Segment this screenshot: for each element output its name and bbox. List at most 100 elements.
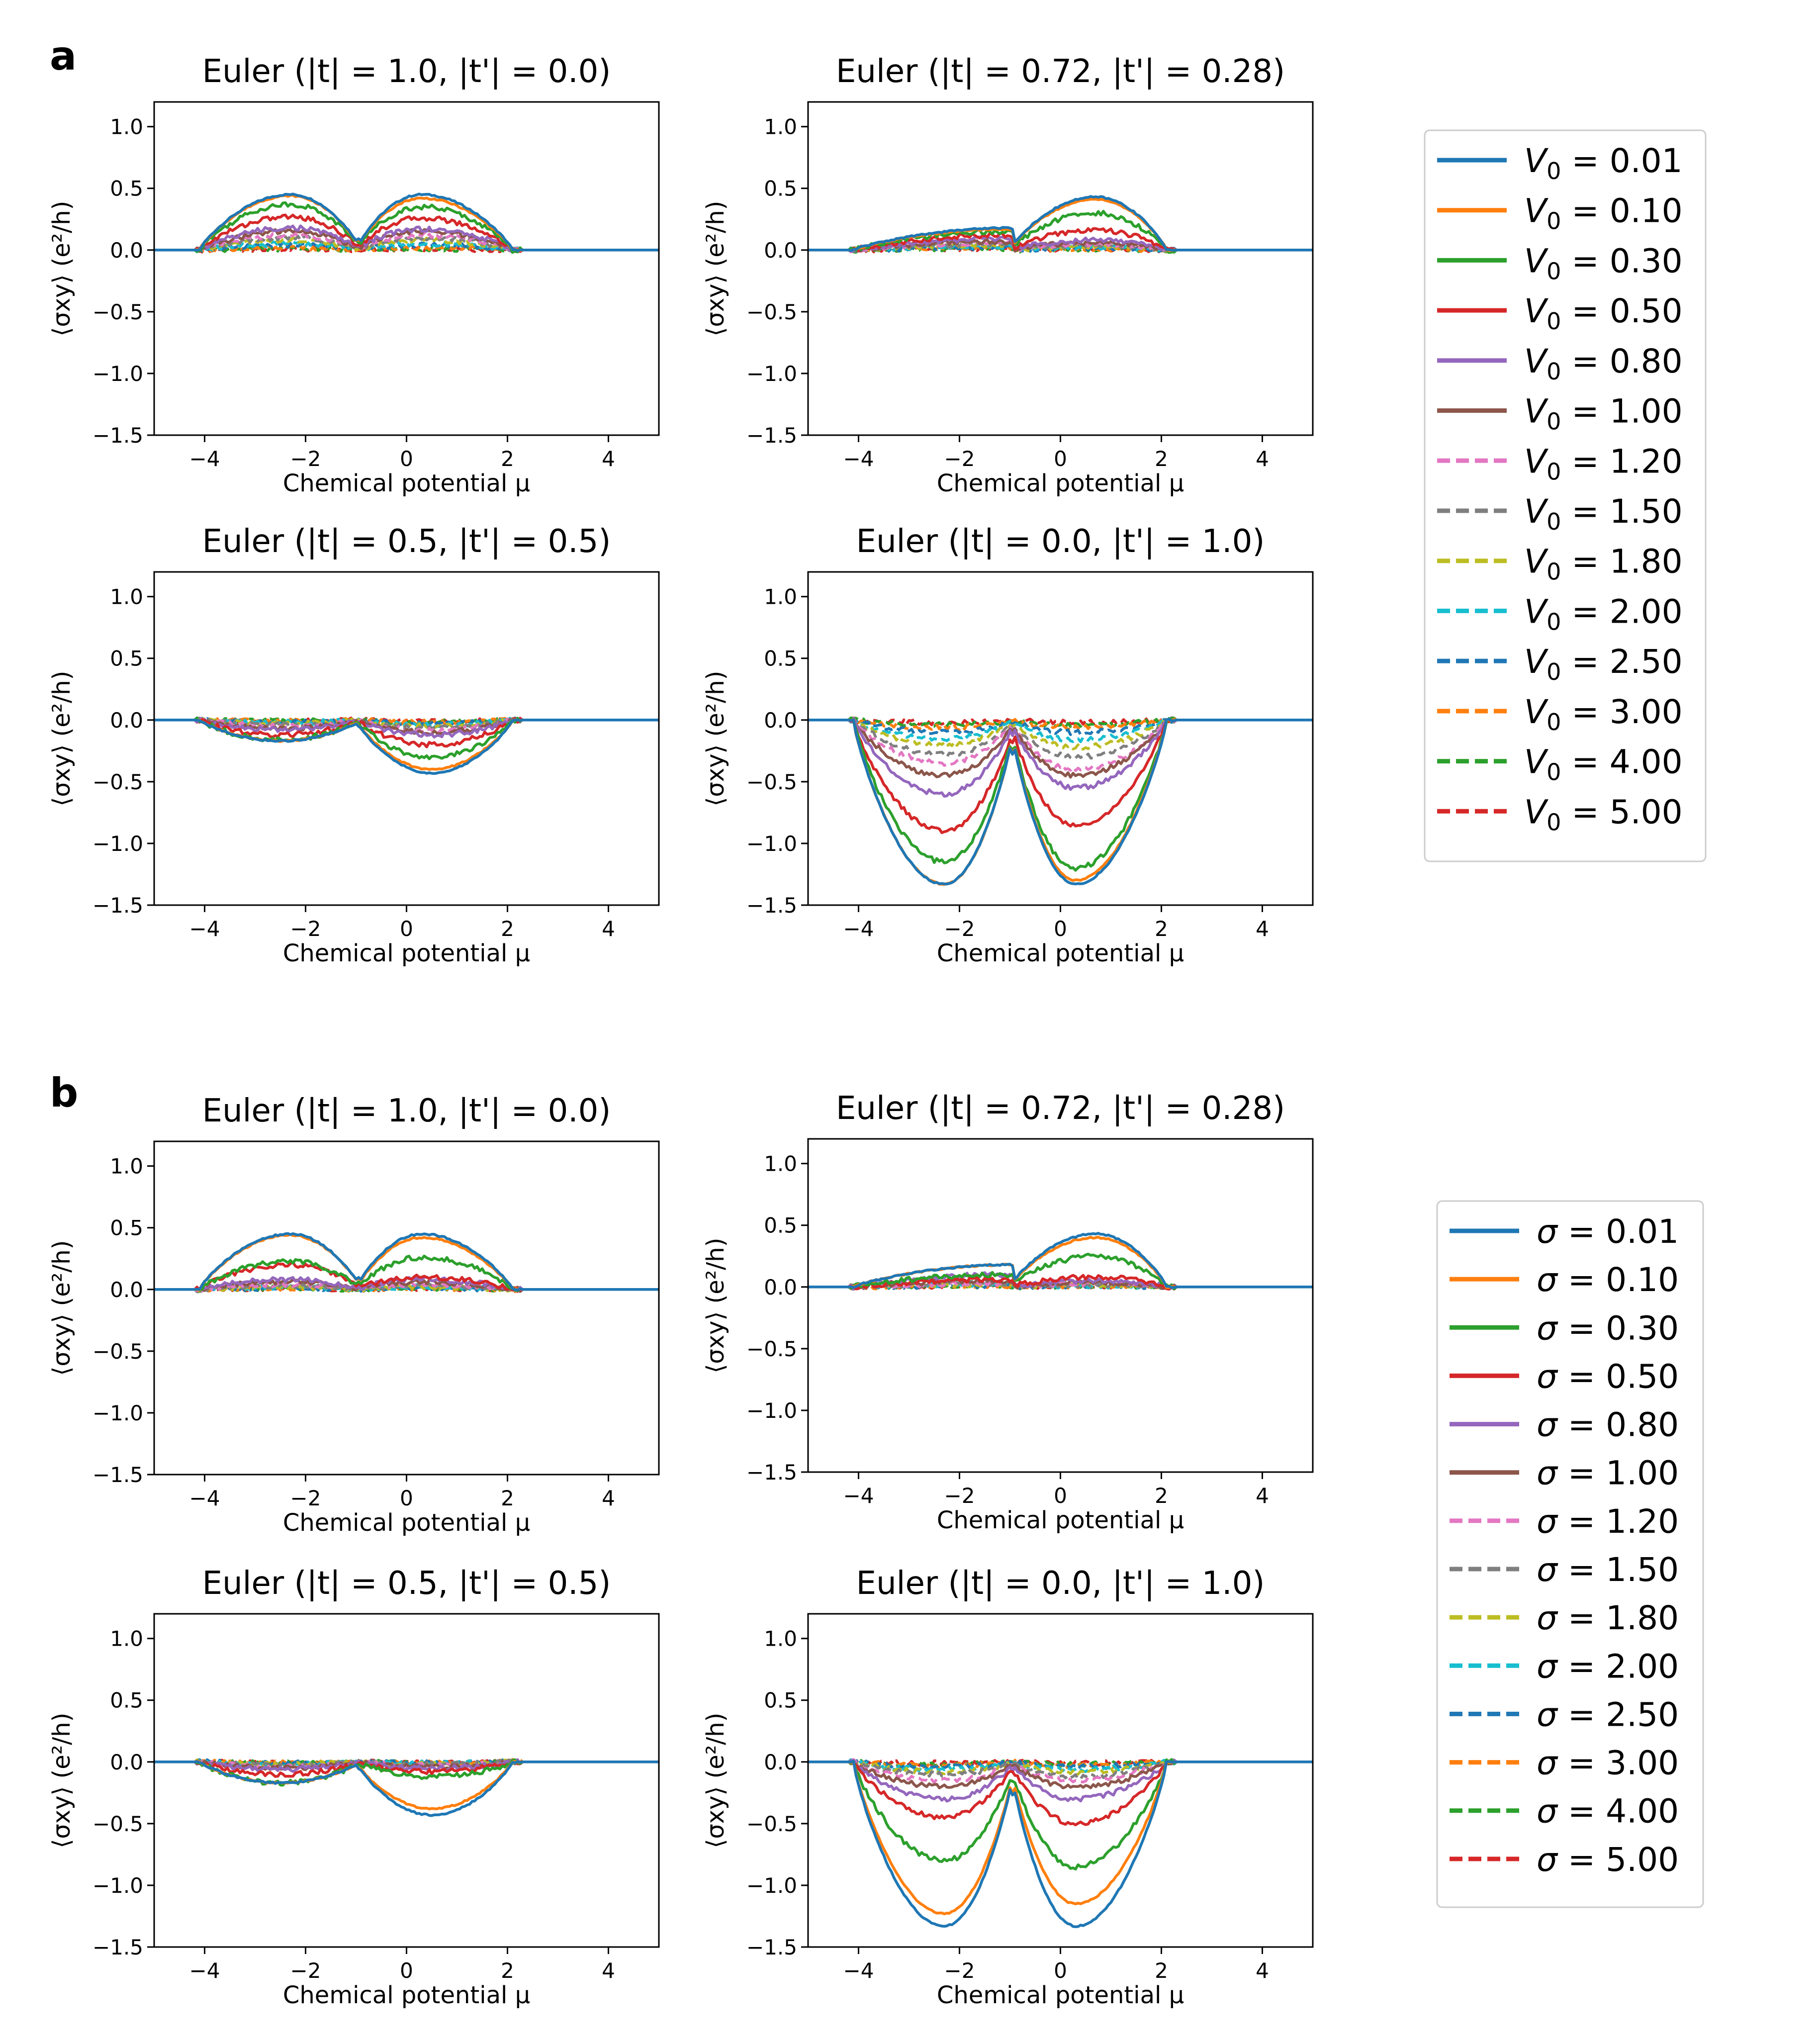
y-tick-label: −0.5 (746, 1812, 797, 1836)
y-tick-label: 0.0 (110, 238, 143, 263)
y-tick-label: 1.0 (110, 1627, 143, 1651)
x-axis-label: Chemical potential μ (937, 939, 1184, 967)
series-line-1 (154, 718, 659, 775)
legend-entry: σ = 0.10 (1537, 1261, 1679, 1299)
x-tick-label: 2 (1155, 917, 1168, 941)
y-axis-label: ⟨σxy⟩ (e²/h) (702, 201, 729, 337)
x-tick-label: 2 (501, 447, 514, 471)
x-tick-label: −2 (290, 447, 321, 471)
y-tick-label: −0.5 (92, 1339, 143, 1364)
subplot-title: Euler (|t| = 0.0, |t'| = 1.0) (856, 1565, 1265, 1602)
y-tick-label: 0.0 (764, 708, 797, 733)
series-line-13 (808, 716, 1313, 729)
y-tick-label: 1.0 (110, 585, 143, 609)
x-tick-label: 0 (400, 917, 413, 941)
y-tick-label: −1.5 (746, 423, 797, 448)
series-line-13 (154, 245, 659, 253)
x-tick-label: −2 (944, 1958, 975, 1983)
x-tick-label: 0 (1054, 447, 1067, 471)
y-tick-label: −1.0 (92, 832, 143, 856)
legend-entry: σ = 0.50 (1537, 1357, 1679, 1395)
subplot-4: −4 −2 0 2 4 1.0 0.5 0.0 −0.5 −1.0 −1.5 Euler (|t| =… (702, 523, 1314, 967)
subplot-5: −4 −2 0 2 4 1.0 0.5 0.0 −0.5 −1.0 −1.5 Euler (|t| =… (48, 1093, 660, 1537)
y-tick-label: −0.5 (746, 770, 797, 794)
legend-entry: V0 = 0.80 (1524, 342, 1683, 385)
x-axis-label: Chemical potential μ (283, 1981, 530, 2009)
series-line-1 (154, 1760, 659, 1817)
x-tick-label: −2 (290, 1958, 321, 1983)
x-tick-label: 2 (501, 1958, 514, 1983)
panel-letter-b: b (50, 1070, 78, 1116)
y-tick-label: 0.5 (764, 177, 797, 201)
x-tick-label: −2 (944, 447, 975, 471)
x-tick-label: 0 (400, 1958, 413, 1983)
legend-entry: σ = 0.80 (1537, 1406, 1679, 1444)
x-tick-label: −4 (189, 1486, 220, 1510)
legend-entry: σ = 1.00 (1537, 1454, 1679, 1492)
x-tick-label: 4 (602, 1486, 615, 1510)
x-tick-label: 4 (1256, 1958, 1269, 1983)
y-axis-label: ⟨σxy⟩ (e²/h) (48, 1240, 76, 1376)
x-tick-label: −2 (290, 1486, 321, 1510)
y-tick-label: 1.0 (110, 115, 143, 139)
subplot-title: Euler (|t| = 0.0, |t'| = 1.0) (856, 523, 1265, 560)
y-tick-label: −1.0 (92, 1873, 143, 1898)
legend-entry: σ = 0.30 (1537, 1309, 1679, 1347)
y-axis-label: ⟨σxy⟩ (e²/h) (702, 671, 729, 807)
x-tick-label: −2 (290, 917, 321, 941)
y-axis-label: ⟨σxy⟩ (e²/h) (48, 1713, 76, 1849)
x-tick-label: 0 (400, 1486, 413, 1510)
y-axis-label: ⟨σxy⟩ (e²/h) (702, 1713, 729, 1849)
y-tick-label: 0.5 (764, 647, 797, 671)
axes-frame (153, 1613, 660, 1948)
y-tick-label: −1.5 (746, 1460, 797, 1485)
y-tick-label: −1.5 (746, 893, 797, 918)
legend-entry: σ = 1.50 (1537, 1551, 1679, 1589)
series-line-1 (808, 718, 1313, 886)
legend-entry: V0 = 1.80 (1524, 543, 1683, 585)
axes-frame (153, 101, 660, 436)
series-line-1 (154, 192, 659, 252)
legend-entry: V0 = 3.00 (1524, 693, 1683, 736)
subplot-7: −4 −2 0 2 4 1.0 0.5 0.0 −0.5 −1.0 −1.5 Euler (|t| =… (48, 1565, 660, 2009)
x-tick-label: −4 (843, 1958, 874, 1983)
y-tick-label: 1.0 (764, 115, 797, 139)
y-tick-label: −1.0 (746, 1873, 797, 1898)
y-tick-label: 0.5 (110, 647, 143, 671)
x-axis-label: Chemical potential μ (283, 469, 530, 497)
x-tick-label: 2 (1155, 1958, 1168, 1983)
y-tick-label: 0.0 (764, 1750, 797, 1774)
series-line-14 (808, 1759, 1313, 1767)
y-tick-label: 0.0 (764, 238, 797, 263)
legend-entry: V0 = 1.20 (1524, 442, 1683, 485)
x-tick-label: 0 (1054, 1484, 1067, 1508)
legend-entry: V0 = 5.00 (1524, 793, 1683, 836)
x-tick-label: −4 (843, 917, 874, 941)
x-axis-label: Chemical potential μ (937, 469, 1184, 497)
legend-entry: σ = 5.00 (1537, 1841, 1679, 1879)
axes-frame (807, 1138, 1314, 1473)
axes-frame (153, 1140, 660, 1476)
y-tick-label: −1.0 (746, 1398, 797, 1423)
y-tick-label: 0.5 (110, 1688, 143, 1713)
x-tick-label: 2 (501, 917, 514, 941)
y-tick-label: 0.5 (764, 1213, 797, 1238)
series-line-1 (808, 1760, 1313, 1928)
y-tick-label: −1.0 (746, 832, 797, 856)
legend-entry: V0 = 1.50 (1524, 492, 1683, 535)
subplot-2: −4 −2 0 2 4 1.0 0.5 0.0 −0.5 −1.0 −1.5 Euler (|t| =… (702, 53, 1314, 497)
x-tick-label: −4 (843, 1484, 874, 1508)
legend-entry: σ = 3.00 (1537, 1744, 1679, 1782)
subplot-title: Euler (|t| = 1.0, |t'| = 0.0) (202, 53, 611, 90)
y-tick-label: −0.5 (92, 300, 143, 324)
x-tick-label: −2 (944, 917, 975, 941)
y-tick-label: 0.0 (764, 1275, 797, 1300)
y-tick-label: −0.5 (746, 300, 797, 324)
x-tick-label: −2 (944, 1484, 975, 1508)
y-tick-label: −1.0 (746, 362, 797, 386)
legend-entry: V0 = 1.00 (1524, 392, 1683, 435)
y-tick-label: 1.0 (764, 585, 797, 609)
y-tick-label: −1.0 (92, 1401, 143, 1425)
subplot-6: −4 −2 0 2 4 1.0 0.5 0.0 −0.5 −1.0 −1.5 Euler (|t| =… (702, 1090, 1314, 1534)
